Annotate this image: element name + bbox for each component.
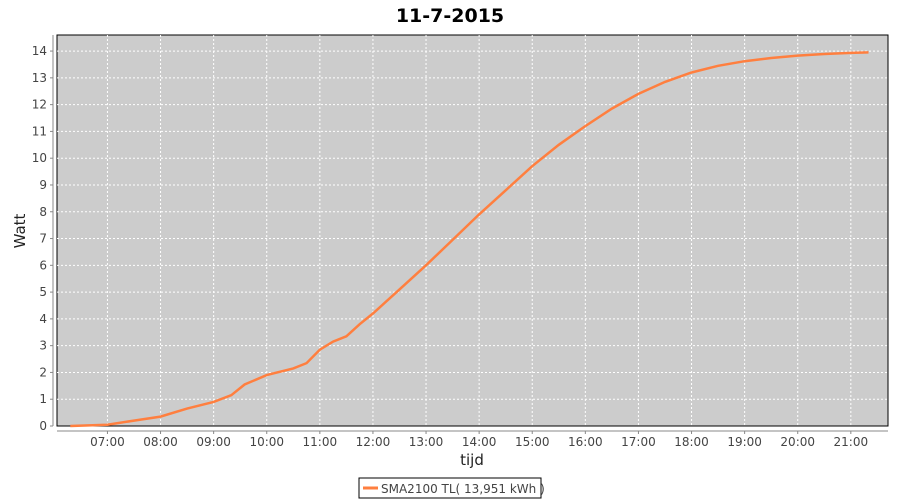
x-tick-label: 14:00	[462, 435, 497, 449]
x-axis: 07:00 08:00 09:00 10:00 11:00 12:00 13:00 14:00…	[57, 430, 888, 449]
x-tick-label: 17:00	[621, 435, 656, 449]
y-tick-label: 0	[39, 419, 47, 433]
x-tick-label: 18:00	[674, 435, 709, 449]
x-tick-label: 13:00	[409, 435, 444, 449]
y-tick-label: 3	[39, 339, 47, 353]
x-tick-label: 07:00	[90, 435, 125, 449]
x-tick-label: 09:00	[196, 435, 231, 449]
y-tick-label: 8	[39, 205, 47, 219]
x-axis-label: tijd	[460, 451, 484, 469]
chart-title: 11-7-2015	[396, 5, 504, 27]
y-axis-label: Watt	[11, 213, 29, 248]
grid-lines	[57, 35, 888, 426]
y-tick-label: 4	[39, 312, 47, 326]
y-tick-label: 5	[39, 285, 47, 299]
x-tick-label: 16:00	[568, 435, 603, 449]
x-tick-label: 08:00	[143, 435, 178, 449]
y-tick-label: 1	[39, 392, 47, 406]
x-tick-label: 11:00	[303, 435, 338, 449]
y-tick-label: 10	[32, 151, 47, 165]
x-tick-label: 21:00	[834, 435, 869, 449]
y-tick-label: 6	[39, 258, 47, 272]
plot-area	[56, 34, 889, 427]
legend: SMA2100 TL( 13,951 kWh )	[358, 477, 545, 499]
legend-label: SMA2100 TL( 13,951 kWh )	[381, 482, 545, 496]
x-tick-label: 19:00	[727, 435, 762, 449]
y-tick-label: 2	[39, 365, 47, 379]
y-tick-label: 14	[32, 44, 47, 58]
x-tick-label: 10:00	[249, 435, 284, 449]
y-tick-label: 9	[39, 178, 47, 192]
y-tick-label: 13	[32, 71, 47, 85]
series-line	[70, 51, 869, 428]
y-tick-label: 12	[32, 98, 47, 112]
y-tick-label: 7	[39, 232, 47, 246]
x-tick-label: 15:00	[515, 435, 550, 449]
x-tick-label: 20:00	[780, 435, 815, 449]
x-tick-label: 12:00	[356, 435, 391, 449]
y-tick-label: 11	[32, 124, 47, 138]
